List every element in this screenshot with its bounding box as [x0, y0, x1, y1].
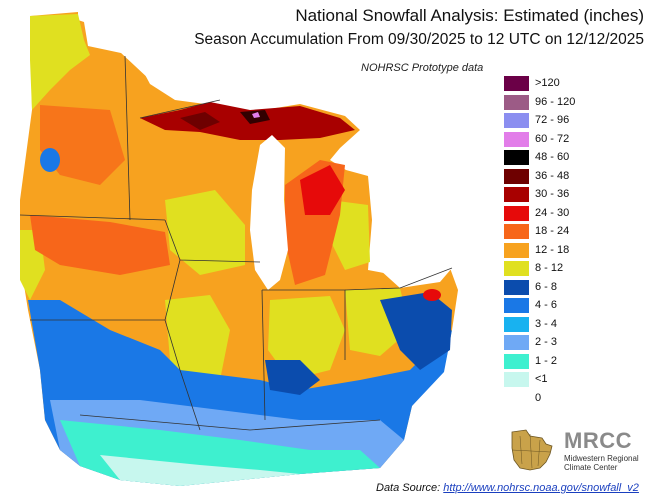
legend-swatch: [504, 353, 529, 369]
region-red-mi: [300, 165, 345, 215]
legend-label: 30 - 36: [535, 188, 570, 200]
legend-swatch: [504, 279, 529, 295]
legend-label: 0: [535, 391, 542, 404]
data-source: Data Source: http://www.nohrsc.noaa.gov/…: [376, 482, 639, 494]
data-source-link[interactable]: http://www.nohrsc.noaa.gov/snowfall_v2: [443, 482, 639, 494]
legend-item: 2 - 3: [504, 334, 614, 350]
legend-item: 18 - 24: [504, 223, 614, 239]
legend-swatch: [504, 298, 529, 313]
legend-label: 2 - 3: [535, 336, 558, 348]
legend-label: 72 - 96: [535, 114, 570, 126]
legend-item: >120: [504, 75, 614, 91]
legend-swatch: [504, 94, 529, 110]
legend-item: 6 - 8: [504, 279, 614, 295]
map-regions: [20, 0, 458, 486]
legend-item: 0: [504, 390, 614, 406]
legend-item: 72 - 96: [504, 112, 614, 128]
legend-item: 1 - 2: [504, 353, 614, 369]
legend-label: 1 - 2: [535, 354, 558, 367]
legend-swatch: [504, 187, 529, 202]
legend-item: 36 - 48: [504, 168, 614, 184]
legend-label: 8 - 12: [535, 262, 564, 274]
legend-swatch: [504, 205, 529, 221]
legend-swatch: [504, 335, 529, 350]
legend-swatch: [504, 316, 529, 332]
mrcc-logo: MRCC Midwestern Regional Climate Center: [506, 424, 639, 476]
region-yellow-mi: [330, 200, 370, 270]
legend-item: 48 - 60: [504, 149, 614, 165]
legend-swatch: [504, 168, 529, 184]
legend-swatch: [504, 113, 529, 128]
legend-label: 96 - 120: [535, 95, 576, 108]
legend-item: 3 - 4: [504, 316, 614, 332]
region-yellow-in: [268, 296, 345, 380]
region-red-spot-oh: [423, 289, 441, 301]
legend-item: 60 - 72: [504, 131, 614, 147]
midwest-map-icon: [511, 429, 553, 471]
legend-label: 6 - 8: [535, 280, 558, 293]
legend-swatch: [504, 372, 529, 387]
prototype-note: NOHRSC Prototype data: [361, 62, 484, 74]
legend-swatch: [504, 131, 529, 147]
legend-item: 30 - 36: [504, 186, 614, 202]
legend-item: 12 - 18: [504, 242, 614, 258]
state-boundaries: [19, 55, 453, 431]
legend-item: <1: [504, 371, 614, 387]
legend-item: 24 - 30: [504, 205, 614, 221]
legend-label: 48 - 60: [535, 151, 570, 163]
legend-swatch: [504, 390, 529, 406]
legend-label: <1: [535, 373, 548, 385]
region-yellow-il: [165, 295, 230, 390]
region-black-up: [180, 112, 220, 130]
lake-erie: [380, 262, 452, 288]
legend-item: 96 - 120: [504, 94, 614, 110]
legend-label: 12 - 18: [535, 243, 570, 256]
map-subtitle: Season Accumulation From 09/30/2025 to 1…: [194, 31, 644, 48]
legend-swatch: [504, 242, 529, 258]
legend-label: 24 - 30: [535, 206, 570, 219]
legend-swatch: [504, 224, 529, 239]
region-pink-spot: [252, 112, 260, 118]
region-blue-spot-mn: [40, 148, 60, 172]
data-source-label: Data Source:: [376, 482, 444, 494]
legend-item: 8 - 12: [504, 260, 614, 276]
region-yellow-north-mn: [30, 14, 90, 110]
region-orange-iowa: [30, 215, 170, 275]
legend-label: 18 - 24: [535, 225, 570, 237]
region-yellow-wi: [165, 190, 245, 275]
legend-label: 3 - 4: [535, 317, 558, 330]
region-paleteal-south: [100, 455, 300, 486]
legend-label: 4 - 6: [535, 299, 558, 311]
region-darkblue-in: [265, 360, 320, 395]
map-title: National Snowfall Analysis: Estimated (i…: [295, 6, 644, 25]
legend-label: 36 - 48: [535, 169, 570, 182]
legend-item: 4 - 6: [504, 297, 614, 313]
legend-label: 60 - 72: [535, 132, 570, 145]
logo-name: MRCC: [564, 428, 632, 453]
lake-michigan: [250, 135, 288, 290]
legend-swatch: [504, 150, 529, 165]
legend-swatch: [504, 261, 529, 276]
lake-superior: [90, 0, 360, 104]
region-darkblue-oh: [380, 292, 452, 370]
legend-label: >120: [535, 77, 560, 89]
region-orange-mn-band: [40, 105, 125, 185]
logo-subtitle: Midwestern Regional Climate Center: [564, 454, 639, 472]
legend-swatch: [504, 76, 529, 91]
